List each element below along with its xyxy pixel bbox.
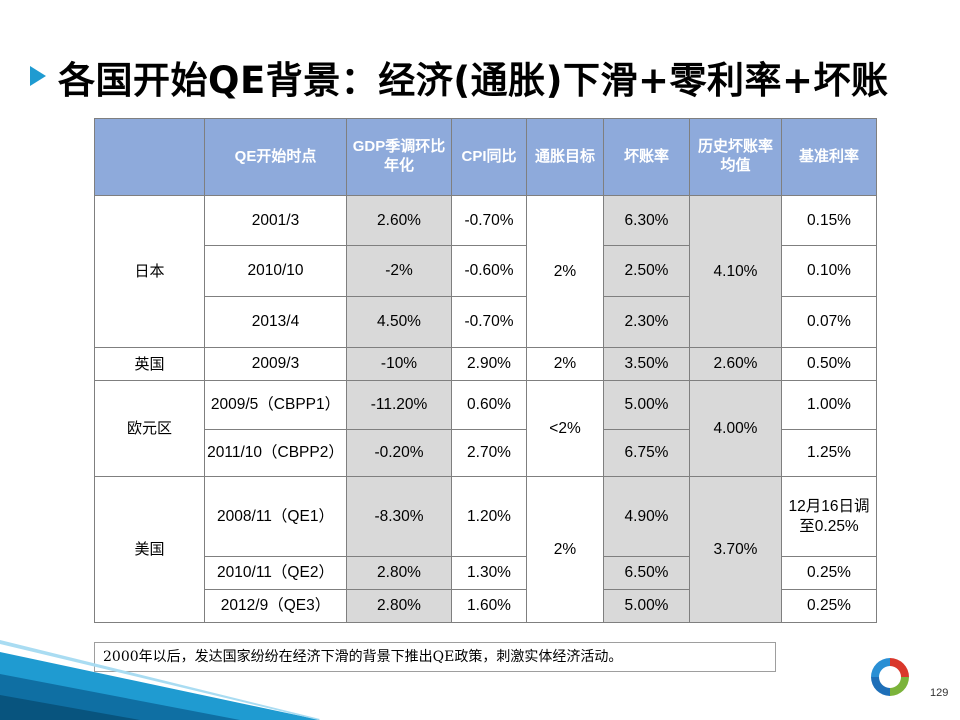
cell-cpi: 1.60% [451,589,527,623]
header-gdp: GDP季调环比年化 [346,118,452,196]
cell-bad-debt: 6.30% [603,195,690,246]
cell-gdp: 2.80% [346,556,452,590]
cell-start: 2009/3 [204,347,347,381]
cell-target: <2% [526,380,604,477]
cell-gdp: 4.50% [346,296,452,348]
cell-rate: 1.00% [781,380,877,430]
cell-bad-debt: 4.90% [603,476,690,557]
cell-bad-debt: 5.00% [603,380,690,430]
table-row: 2012/9（QE3） 2.80% 1.60% 5.00% 0.25% [95,589,877,623]
cell-rate: 0.25% [781,589,877,623]
cell-gdp: 2.60% [346,195,452,246]
cell-cpi: 2.70% [451,429,527,477]
header-hist-bad-debt-avg: 历史坏账率均值 [689,118,782,196]
cell-hist-avg: 3.70% [689,476,782,623]
cell-gdp: -11.20% [346,380,452,430]
title-bullet-icon [30,66,46,86]
cell-rate: 0.15% [781,195,877,246]
table-row: 2010/11（QE2） 2.80% 1.30% 6.50% 0.25% [95,556,877,590]
cell-cpi: 2.90% [451,347,527,381]
qe-background-table: QE开始时点 GDP季调环比年化 CPI同比 通胀目标 坏账率 历史坏账率均值 … [94,118,877,623]
cell-rate: 12月16日调至0.25% [781,476,877,557]
cell-gdp: 2.80% [346,589,452,623]
header-base-rate: 基准利率 [781,118,877,196]
table-row: 2011/10（CBPP2） -0.20% 2.70% 6.75% 1.25% [95,429,877,477]
cell-rate: 0.50% [781,347,877,381]
page-number: 129 [930,687,949,699]
cell-rate: 0.25% [781,556,877,590]
cell-start: 2009/5（CBPP1） [204,380,347,430]
cell-rate: 0.07% [781,296,877,348]
table-row: 2010/10 -2% -0.60% 2.50% 0.10% [95,245,877,297]
country-uk: 英国 [94,347,205,381]
cell-gdp: -2% [346,245,452,297]
cell-bad-debt: 5.00% [603,589,690,623]
cell-bad-debt: 2.30% [603,296,690,348]
country-euro-area: 欧元区 [94,380,205,477]
cell-start: 2013/4 [204,296,347,348]
cell-gdp: -10% [346,347,452,381]
cell-cpi: -0.70% [451,195,527,246]
header-country [94,118,205,196]
table-row: 英国 2009/3 -10% 2.90% 2% 3.50% 2.60% 0.50… [94,347,877,381]
footnote-box: 2000年以后，发达国家纷纷在经济下滑的背景下推出QE政策，刺激实体经济活动。 [94,642,776,672]
cell-bad-debt: 6.75% [603,429,690,477]
cell-start: 2010/10 [204,245,347,297]
slide-title: 各国开始QE背景：经济(通胀)下滑+零利率+坏账 [58,59,889,102]
header-inflation-target: 通胀目标 [526,118,604,196]
header-bad-debt: 坏账率 [603,118,690,196]
cell-start: 2010/11（QE2） [204,556,347,590]
header-cpi: CPI同比 [451,118,527,196]
cell-cpi: -0.60% [451,245,527,297]
table-row: 日本 2001/3 2.60% -0.70% 2% 6.30% 4.10% 0.… [94,195,877,348]
company-logo-icon [871,658,909,696]
cell-hist-avg: 4.10% [689,195,782,348]
corner-decoration [0,640,320,720]
table-row: 美国 2008/11（QE1） -8.30% 1.20% 2% 4.90% 3.… [94,476,877,623]
cell-rate: 0.10% [781,245,877,297]
header-row: QE开始时点 GDP季调环比年化 CPI同比 通胀目标 坏账率 历史坏账率均值 … [94,118,877,196]
cell-cpi: 0.60% [451,380,527,430]
cell-target: 2% [526,347,604,381]
country-japan: 日本 [94,195,205,348]
cell-target: 2% [526,195,604,348]
cell-bad-debt: 6.50% [603,556,690,590]
cell-gdp: -8.30% [346,476,452,557]
cell-start: 2011/10（CBPP2） [204,429,347,477]
cell-cpi: 1.20% [451,476,527,557]
cell-cpi: -0.70% [451,296,527,348]
cell-cpi: 1.30% [451,556,527,590]
cell-bad-debt: 2.50% [603,245,690,297]
cell-bad-debt: 3.50% [603,347,690,381]
cell-rate: 1.25% [781,429,877,477]
cell-start: 2012/9（QE3） [204,589,347,623]
cell-hist-avg: 2.60% [689,347,782,381]
cell-gdp: -0.20% [346,429,452,477]
cell-start: 2001/3 [204,195,347,246]
cell-hist-avg: 4.00% [689,380,782,477]
table-row: 2013/4 4.50% -0.70% 2.30% 0.07% [95,296,877,348]
table-row: 欧元区 2009/5（CBPP1） -11.20% 0.60% <2% 5.00… [94,380,877,477]
header-qe-start: QE开始时点 [204,118,347,196]
cell-start: 2008/11（QE1） [204,476,347,557]
cell-target: 2% [526,476,604,623]
